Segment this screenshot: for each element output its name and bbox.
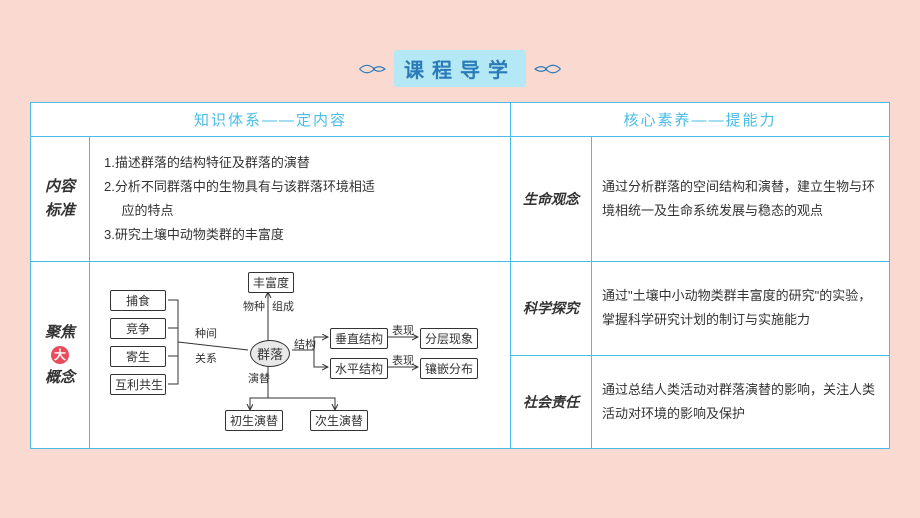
list-item: 2.分析不同群落中的生物具有与该群落环境相适: [104, 175, 496, 199]
node-horizontal: 水平结构: [330, 358, 388, 379]
list-item: 1.描述群落的结构特征及群落的演替: [104, 151, 496, 175]
row2-desc: 通过"土壤中小动物类群丰富度的研究"的实验，掌握科学研究计划的制订与实施能力: [592, 262, 890, 356]
edge-label: 组成: [272, 298, 294, 314]
row3-category: 社会责任: [511, 355, 592, 449]
node-mosaic: 镶嵌分布: [420, 358, 478, 379]
node-parasitism: 寄生: [110, 346, 166, 367]
banner-title: 课程导学: [394, 50, 526, 87]
edge-label: 表现: [392, 352, 414, 368]
row2-label-dn: 概念: [45, 370, 75, 386]
node-center: 群落: [250, 340, 290, 367]
main-table: 知识体系——定内容 核心素养——提能力 内容标准 1.描述群落的结构特征及群落的…: [30, 102, 890, 449]
node-mutualism: 互利共生: [110, 374, 166, 395]
node-stratification: 分层现象: [420, 328, 478, 349]
edge-label: 表现: [392, 322, 414, 338]
node-predation: 捕食: [110, 290, 166, 311]
row2-label: 聚焦 大 概念: [31, 262, 90, 449]
table-row: 内容标准 1.描述群落的结构特征及群落的演替 2.分析不同群落中的生物具有与该群…: [31, 137, 890, 262]
flourish-right-icon: [532, 60, 562, 78]
row2-label-mid: 大: [51, 346, 69, 364]
edge-label: 结构: [294, 336, 316, 352]
edge-label: 演替: [248, 370, 270, 386]
row1-category: 生命观念: [511, 137, 592, 262]
node-secondary-succession: 次生演替: [310, 410, 368, 431]
header-right: 核心素养——提能力: [511, 103, 890, 137]
row1-label: 内容标准: [31, 137, 90, 262]
concept-diagram: 捕食 竞争 寄生 互利共生 丰富度 群落 垂直结构 水平结构 分层现象 镶嵌分布: [100, 270, 500, 440]
list-item: 应的特点: [122, 199, 496, 223]
row3-desc: 通过总结人类活动对群落演替的影响，关注人类活动对环境的影响及保护: [592, 355, 890, 449]
table-header-row: 知识体系——定内容 核心素养——提能力: [31, 103, 890, 137]
diagram-cell: 捕食 竞争 寄生 互利共生 丰富度 群落 垂直结构 水平结构 分层现象 镶嵌分布: [90, 262, 511, 449]
row1-content: 1.描述群落的结构特征及群落的演替 2.分析不同群落中的生物具有与该群落环境相适…: [90, 137, 511, 262]
row2-label-up: 聚焦: [45, 325, 75, 341]
title-banner: 课程导学: [30, 50, 890, 87]
edge-label: 关系: [195, 350, 217, 366]
node-competition: 竞争: [110, 318, 166, 339]
table-row: 聚焦 大 概念: [31, 262, 890, 356]
edge-label: 物种: [243, 298, 265, 314]
header-left: 知识体系——定内容: [31, 103, 511, 137]
row1-label-text: 内容标准: [45, 179, 75, 219]
row1-desc: 通过分析群落的空间结构和演替，建立生物与环境相统一及生命系统发展与稳态的观点: [592, 137, 890, 262]
flourish-left-icon: [358, 60, 388, 78]
node-primary-succession: 初生演替: [225, 410, 283, 431]
edge-label: 种间: [195, 325, 217, 341]
node-vertical: 垂直结构: [330, 328, 388, 349]
list-item: 3.研究土壤中动物类群的丰富度: [104, 223, 496, 247]
row2-category: 科学探究: [511, 262, 592, 356]
node-richness: 丰富度: [248, 272, 294, 293]
